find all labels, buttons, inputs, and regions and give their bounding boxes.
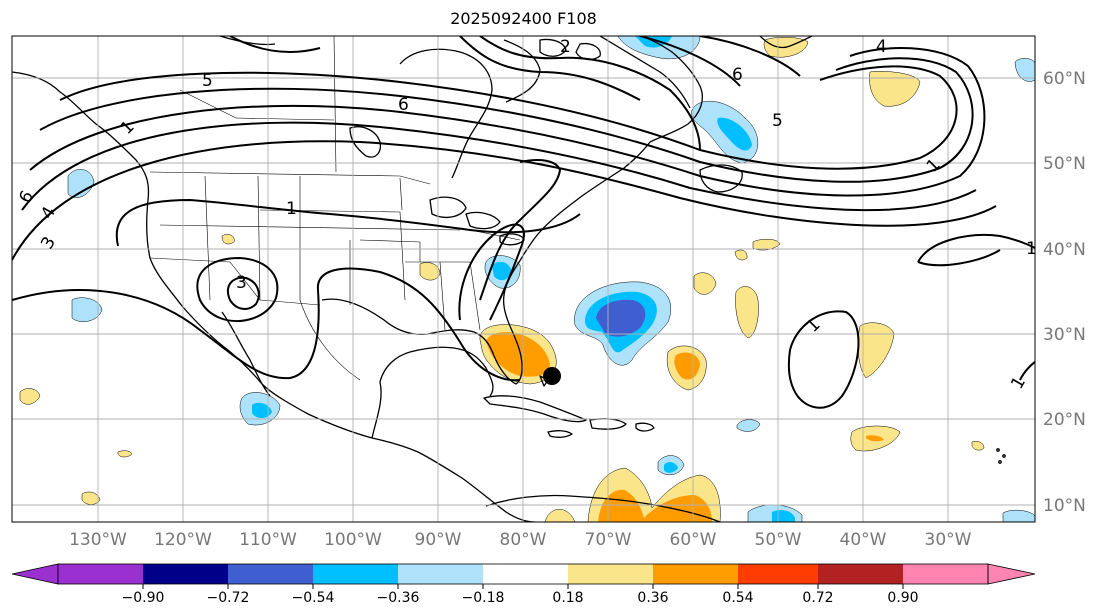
colorbar-extend-high (987, 563, 1036, 585)
colorbar-bin (398, 564, 483, 584)
lon-label: 70°W (585, 530, 632, 550)
colorbar-tick-label: −0.54 (292, 590, 335, 606)
lat-label: 10°N (1043, 496, 1086, 516)
colorbar-tick-label: −0.18 (462, 590, 505, 606)
colorbar-bin (58, 564, 143, 584)
lon-label: 130°W (69, 530, 127, 550)
lon-label: 50°W (755, 530, 802, 550)
colorbar-tick-label: 0.54 (722, 590, 753, 606)
contour-label: 5 (202, 71, 213, 91)
map-panel: 5 6 1 4 3 3 2 6 6 5 4 1 1 1 1 1 (12, 36, 1037, 522)
lon-label: 30°W (925, 530, 972, 550)
colorbar-bin (653, 564, 738, 584)
colorbar-bin (313, 564, 398, 584)
colorbar-tick-label: −0.90 (122, 590, 165, 606)
lon-label: 110°W (239, 530, 297, 550)
contour-label: 1 (286, 199, 297, 219)
colorbar-extend-low (11, 563, 59, 585)
latitude-labels: 60°N 50°N 40°N 30°N 20°N 10°N (1043, 69, 1086, 516)
lon-label: 80°W (500, 530, 547, 550)
storm-center-marker (543, 367, 561, 385)
longitude-labels: 130°W 120°W 110°W 100°W 90°W 80°W 70°W 6… (69, 530, 972, 550)
contour-label: 3 (236, 273, 247, 293)
colorbar-tick-label: −0.72 (207, 590, 250, 606)
lon-label: 100°W (324, 530, 382, 550)
lon-label: 120°W (154, 530, 212, 550)
graticule (12, 36, 1035, 522)
contour-lines (12, 36, 1035, 409)
colorbar-bin (818, 564, 903, 584)
contour-label: 5 (772, 111, 783, 131)
colorbar-bin (483, 564, 568, 584)
contour-label: 2 (560, 37, 571, 57)
colorbar-tick-label: 0.72 (802, 590, 833, 606)
lat-label: 20°N (1043, 410, 1086, 430)
lat-label: 30°N (1043, 325, 1086, 345)
lon-label: 60°W (670, 530, 717, 550)
map-title: 2025092400 F108 (450, 9, 597, 28)
colorbar-bin (228, 564, 313, 584)
colorbar-tick-label: 0.90 (887, 590, 918, 606)
contour-label: 1 (1026, 239, 1037, 259)
map-frame (11, 35, 1036, 523)
political-borders (149, 36, 521, 381)
contour-label: 6 (398, 95, 409, 115)
lat-label: 50°N (1043, 154, 1086, 174)
colorbar-bin (738, 564, 818, 584)
colorbar: −0.90 −0.72 −0.54 −0.36 −0.18 0.18 0.36 … (11, 563, 1036, 606)
colorbar-tick-label: −0.36 (377, 590, 420, 606)
colorbar-bin (143, 564, 228, 584)
lon-label: 90°W (415, 530, 462, 550)
contour-label: 4 (876, 37, 887, 57)
colorbar-bin (903, 564, 988, 584)
colorbar-tick-label: 0.36 (637, 590, 668, 606)
lat-label: 40°N (1043, 240, 1086, 260)
contour-label: 6 (732, 65, 743, 85)
colorbar-bin (568, 564, 653, 584)
lon-label: 40°W (840, 530, 887, 550)
colorbar-tick-label: 0.18 (552, 590, 583, 606)
lat-label: 60°N (1043, 69, 1086, 89)
colorbar-frame (57, 563, 989, 585)
